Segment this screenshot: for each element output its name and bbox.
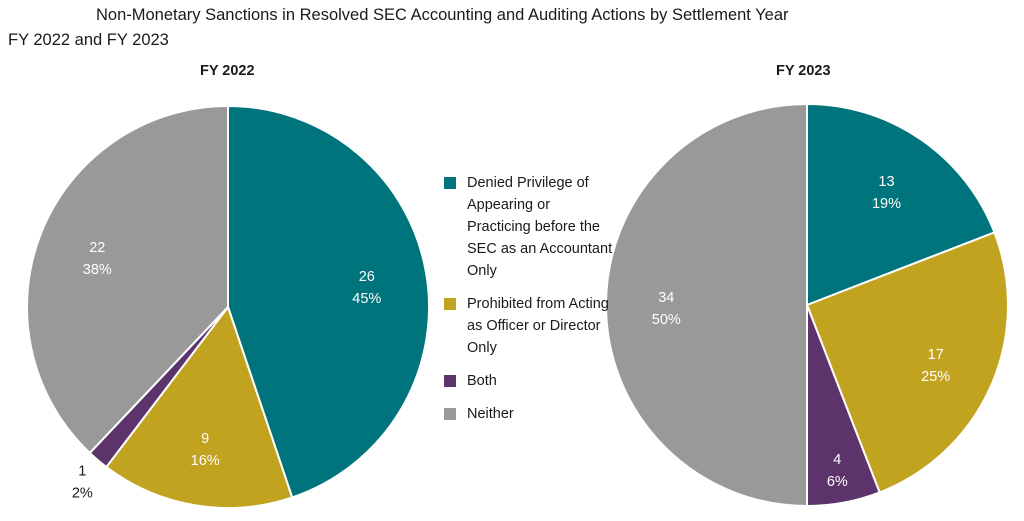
pie-slice (104, 304, 294, 509)
slice-value-label: 17 (928, 347, 944, 363)
legend-item-neither: Neither (444, 403, 614, 425)
slice-value-label: 34 (658, 290, 674, 306)
legend-swatch (444, 177, 456, 189)
legend-swatch (444, 298, 456, 310)
pie-slice (227, 104, 430, 499)
pie-slice (806, 102, 996, 307)
slice-percent-label: 38% (83, 262, 112, 278)
slice-value-label: 26 (359, 269, 375, 285)
slice-value-label: 1 (78, 464, 86, 480)
legend-item-prohibited: Prohibited from Acting as Officer or Dir… (444, 293, 614, 359)
slice-percent-label: 6% (827, 474, 848, 490)
slice-value-label: 13 (878, 174, 894, 190)
slice-value-label: 22 (89, 240, 105, 256)
pie-slice (25, 104, 229, 455)
legend-label: Denied Privilege of Appearing or Practic… (467, 175, 613, 279)
chart-subtitle: FY 2022 and FY 2023 (8, 31, 169, 49)
slice-percent-label: 2% (72, 486, 93, 502)
pie-title-fy2023: FY 2023 (776, 63, 831, 79)
pie-title-fy2022: FY 2022 (200, 63, 255, 79)
legend-label: Both (467, 373, 497, 389)
legend-label: Neither (467, 406, 514, 422)
legend-swatch (444, 408, 456, 420)
legend-item-both: Both (444, 370, 614, 392)
slice-percent-label: 50% (652, 312, 681, 328)
slice-percent-label: 19% (872, 196, 901, 212)
slice-value-label: 9 (201, 431, 209, 447)
slice-percent-label: 25% (921, 369, 950, 385)
pie-slice (605, 102, 808, 508)
pie-slice (805, 231, 1009, 494)
slice-value-label: 4 (833, 452, 841, 468)
chart-title-main: Non-Monetary Sanctions in Resolved SEC A… (96, 6, 789, 24)
slice-percent-label: 45% (352, 291, 381, 307)
slice-percent-label: 16% (191, 453, 220, 469)
legend: Denied Privilege of Appearing or Practic… (444, 172, 614, 436)
legend-label: Prohibited from Acting as Officer or Dir… (467, 296, 609, 356)
legend-swatch (444, 375, 456, 387)
legend-item-denied: Denied Privilege of Appearing or Practic… (444, 172, 614, 282)
